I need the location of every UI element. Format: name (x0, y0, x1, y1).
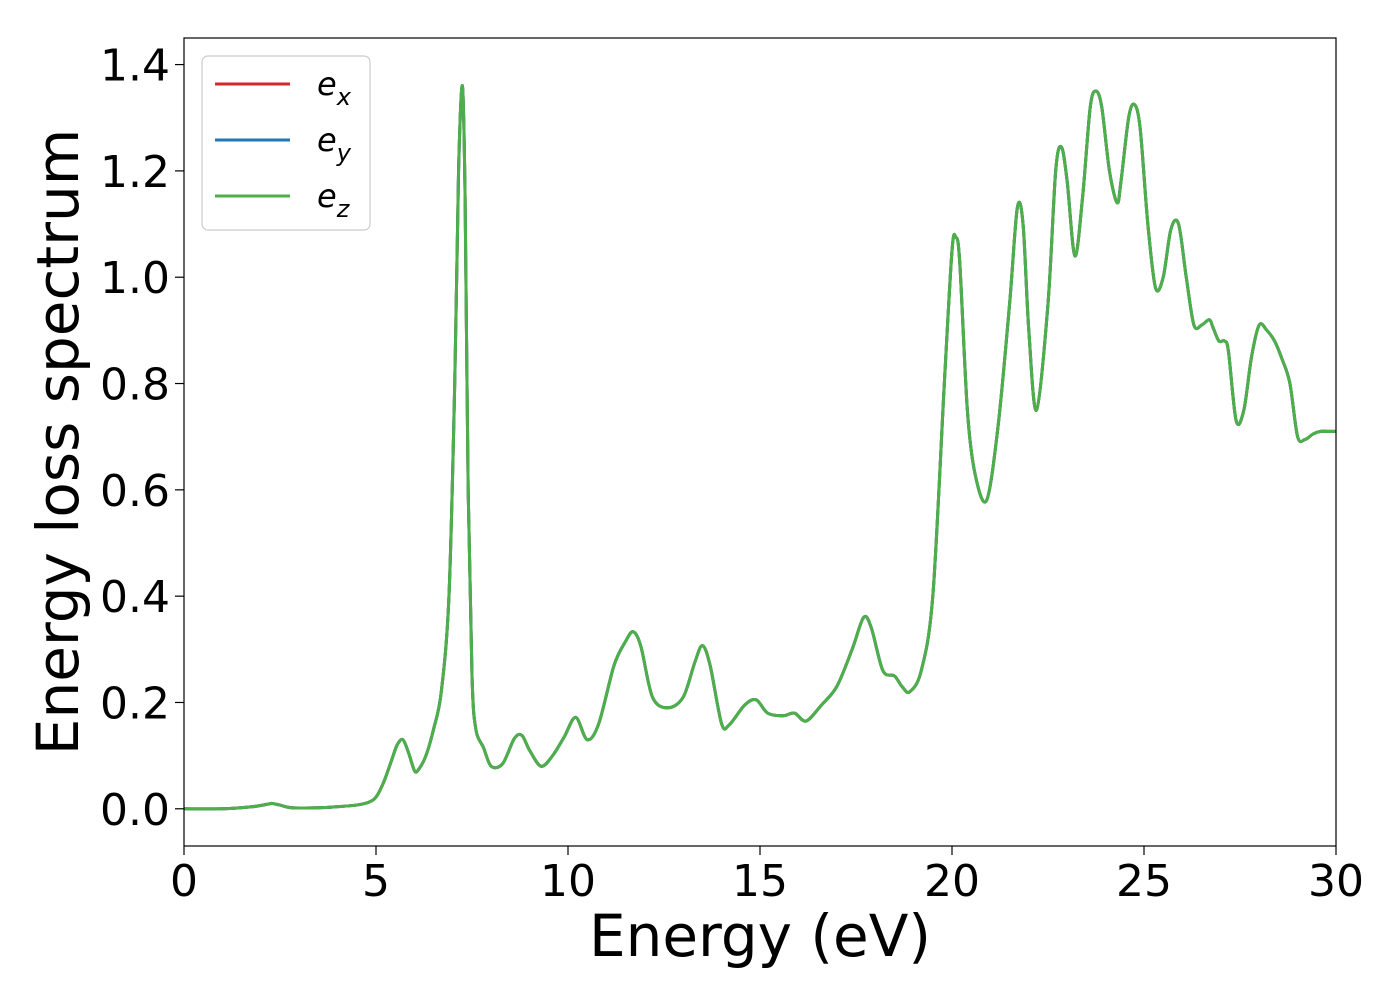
y-tick-label: 0.2 (100, 678, 170, 729)
y-tick-label: 1.0 (100, 253, 170, 304)
x-tick-label: 5 (362, 856, 390, 907)
series-line-e-z (184, 84, 1336, 811)
y-tick-label: 0.8 (100, 360, 170, 411)
y-tick-label: 0.0 (100, 785, 170, 836)
x-tick-label: 30 (1308, 856, 1364, 907)
x-tick-label: 15 (732, 856, 788, 907)
x-axis-ticks: 0 5 10 15 20 25 30 (170, 846, 1364, 907)
y-axis-label: Energy loss spectrum (24, 129, 92, 755)
x-tick-label: 0 (170, 856, 198, 907)
x-tick-label: 25 (1116, 856, 1172, 907)
y-tick-label: 1.4 (100, 41, 170, 92)
y-tick-label: 0.4 (100, 572, 170, 623)
x-tick-label: 10 (540, 856, 596, 907)
y-axis-ticks: 0.0 0.2 0.4 0.6 0.8 1.0 1.2 1.4 (100, 41, 184, 836)
x-tick-label: 20 (924, 856, 980, 907)
x-axis-label: Energy (eV) (589, 902, 931, 970)
legend-box (201, 55, 371, 231)
y-tick-label: 0.6 (100, 466, 170, 517)
y-tick-label: 1.2 (100, 147, 170, 198)
series-layer (184, 84, 1336, 811)
